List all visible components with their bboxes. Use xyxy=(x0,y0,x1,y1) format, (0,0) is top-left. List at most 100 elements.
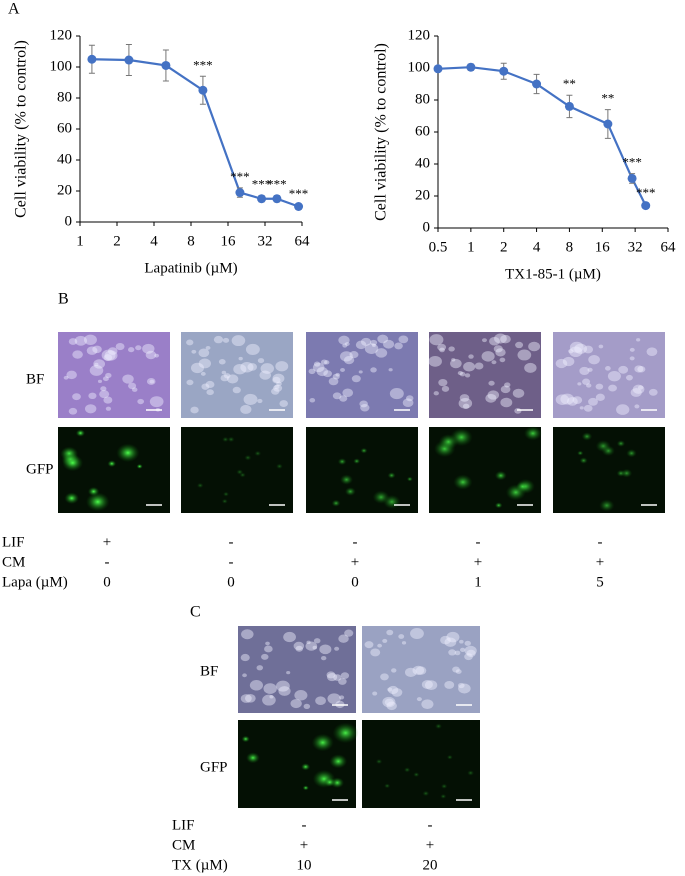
cell xyxy=(313,361,321,367)
gfp-signal xyxy=(241,735,250,743)
gfp-signal xyxy=(581,432,593,441)
cell xyxy=(370,648,381,657)
gfp-signal xyxy=(626,449,637,458)
cell xyxy=(464,645,477,656)
cell xyxy=(500,397,513,408)
cell xyxy=(101,349,116,361)
cell xyxy=(391,688,403,697)
cell xyxy=(384,698,394,706)
cell xyxy=(402,398,414,407)
cell xyxy=(86,346,98,355)
condition-value: 5 xyxy=(596,574,604,590)
gfp-signal xyxy=(403,767,411,773)
panel-label: C xyxy=(190,604,201,621)
cell xyxy=(632,384,645,394)
y-axis-title: Cell viability (% to control) xyxy=(13,40,30,218)
condition-value: + xyxy=(300,837,308,853)
cell xyxy=(137,398,145,405)
condition-label: LIF xyxy=(172,817,195,833)
cell xyxy=(440,635,451,645)
cell xyxy=(389,387,404,400)
cell xyxy=(439,347,445,353)
cell xyxy=(451,358,456,362)
cell xyxy=(481,351,495,362)
data-point xyxy=(235,188,245,198)
cell xyxy=(240,694,252,703)
cell xyxy=(198,358,211,369)
cell xyxy=(500,334,511,344)
condition-value: - xyxy=(105,554,110,570)
y-tick-label: 0 xyxy=(65,213,73,229)
condition-value: 10 xyxy=(297,857,312,873)
gfp-signal xyxy=(599,499,615,512)
cell xyxy=(572,396,583,405)
gfp-signal xyxy=(236,469,244,475)
data-point xyxy=(294,202,304,211)
cell xyxy=(415,666,427,675)
cell xyxy=(459,639,464,644)
cell xyxy=(464,653,473,661)
cell xyxy=(223,373,231,379)
gfp-signal xyxy=(384,783,391,789)
cell xyxy=(607,370,621,382)
cell xyxy=(232,386,241,394)
cell xyxy=(213,335,224,344)
cell xyxy=(89,365,104,376)
cell xyxy=(398,634,405,639)
cell xyxy=(401,641,407,645)
cell xyxy=(233,363,247,375)
cell xyxy=(433,391,439,396)
cell xyxy=(444,637,457,647)
cell xyxy=(391,668,397,673)
y-tick-label: 120 xyxy=(50,27,73,43)
cell xyxy=(269,695,274,699)
cell xyxy=(487,390,500,400)
condition-value: - xyxy=(302,817,307,833)
data-point xyxy=(433,64,443,74)
cell xyxy=(608,384,617,392)
cell xyxy=(334,646,340,651)
data-point xyxy=(532,79,542,89)
cell xyxy=(454,650,461,656)
cell xyxy=(342,343,348,348)
cell xyxy=(634,404,640,409)
cell xyxy=(201,383,210,390)
gfp-signal xyxy=(85,492,110,512)
cell xyxy=(332,373,340,380)
gfp-signal xyxy=(372,490,390,504)
condition-value: 1 xyxy=(474,574,482,590)
cell xyxy=(128,347,135,353)
cell xyxy=(646,347,658,356)
x-axis-title: Lapatinib (µM) xyxy=(144,260,237,276)
cell xyxy=(312,645,318,650)
brightfield-image xyxy=(306,332,418,418)
x-tick-label: 1 xyxy=(467,239,475,255)
cell xyxy=(218,359,226,365)
cell xyxy=(636,338,641,342)
row-label: BF xyxy=(200,663,218,679)
cell xyxy=(568,349,574,354)
condition-label: CM xyxy=(2,554,25,570)
cell xyxy=(99,390,110,399)
cell xyxy=(457,371,463,376)
cell xyxy=(629,356,635,361)
cell xyxy=(459,371,466,377)
x-axis-title: TX1-85-1 (µM) xyxy=(505,266,601,282)
gfp-signal xyxy=(244,454,252,461)
gfp-image xyxy=(181,427,293,513)
cell xyxy=(145,350,157,360)
significance-label: *** xyxy=(636,185,656,200)
cell xyxy=(272,376,281,384)
condition-value: - xyxy=(476,534,481,550)
panel-label: B xyxy=(58,291,69,308)
gfp-signal xyxy=(75,429,86,437)
cell xyxy=(489,336,500,346)
cell xyxy=(340,672,350,679)
cell xyxy=(343,355,355,365)
cell xyxy=(583,404,593,412)
data-point xyxy=(124,55,134,65)
condition-label: CM xyxy=(172,837,195,853)
cell xyxy=(569,341,584,353)
cell xyxy=(338,677,347,685)
x-tick-label: 16 xyxy=(221,233,237,249)
